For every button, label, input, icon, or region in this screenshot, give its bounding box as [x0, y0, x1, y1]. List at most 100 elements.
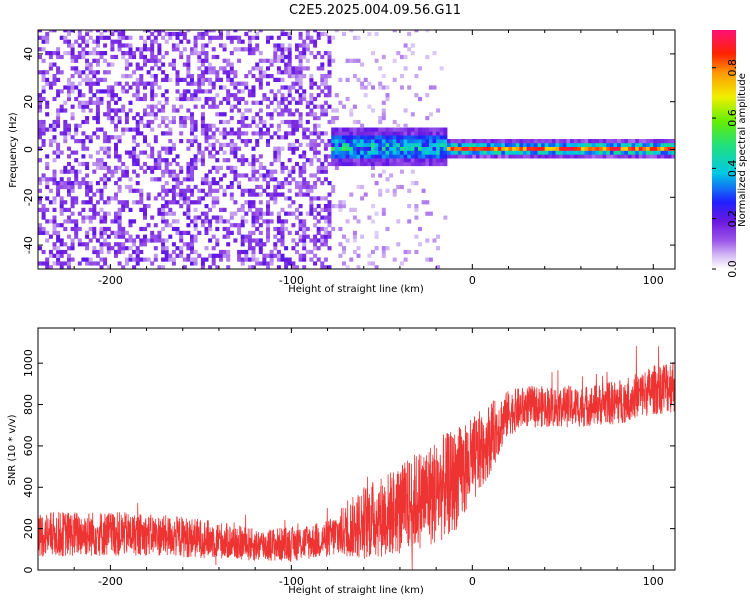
- spectrogram-cell: [609, 142, 614, 147]
- spectrogram-cell: [497, 146, 502, 151]
- spectrogram-cell: [92, 51, 97, 56]
- spectrogram-cell: [255, 139, 260, 144]
- spectrogram-cell: [135, 158, 140, 163]
- spectrogram-cell: [92, 230, 97, 235]
- spectrogram-cell: [59, 89, 64, 94]
- spectrogram-cell: [642, 146, 647, 151]
- spectrogram-cell: [309, 131, 314, 136]
- spectrogram-cell: [656, 146, 661, 151]
- spectrogram-cell: [161, 131, 166, 136]
- spectrogram-cell: [204, 70, 209, 75]
- spectrogram-cell: [316, 257, 321, 262]
- spectrogram-cell: [135, 173, 140, 178]
- spectrogram-cell: [233, 131, 238, 136]
- spectrogram-cell: [280, 223, 285, 228]
- spectrogram-cell: [305, 181, 310, 186]
- spectrogram-cell: [472, 154, 477, 159]
- spectrogram-cell: [175, 70, 180, 75]
- spectrogram-cell: [164, 238, 169, 243]
- spectrogram-cell: [67, 161, 71, 167]
- spectrogram-cell: [432, 146, 437, 151]
- spectrogram-cell: [215, 112, 220, 117]
- spectrogram-cell: [59, 196, 64, 201]
- spectrogram-cell: [211, 200, 216, 205]
- spectrogram-cell: [298, 100, 303, 105]
- spectrogram-cell: [124, 238, 129, 243]
- spectrogram-cell: [135, 200, 140, 205]
- spectrogram-cell: [494, 139, 498, 144]
- spectrogram-cell: [399, 146, 404, 151]
- spectrogram-cell: [161, 158, 166, 163]
- spectrogram-cell: [110, 135, 115, 140]
- spectrogram-cell: [570, 154, 574, 159]
- spectrogram-cell: [208, 142, 213, 147]
- spectrogram-cell: [338, 131, 343, 136]
- spectrogram-cell: [143, 150, 147, 155]
- spectrogram-cell: [219, 43, 223, 48]
- spectrogram-cell: [56, 77, 61, 82]
- spectrogram-cell: [396, 131, 401, 136]
- spectrogram-cell: [103, 181, 108, 186]
- spectrogram-cell: [352, 249, 357, 255]
- spectrogram-cell: [566, 150, 571, 155]
- spectrogram-cell: [494, 142, 498, 147]
- spectrogram-cell: [570, 142, 574, 147]
- spectrogram-cell: [229, 93, 234, 98]
- spectrogram-cell: [56, 146, 61, 151]
- spectrogram-cell: [620, 142, 625, 147]
- spectrogram-cell: [103, 139, 108, 144]
- spectrogram-cell: [182, 188, 187, 193]
- spectrogram-cell: [251, 85, 256, 90]
- spectrogram-cell: [305, 30, 310, 33]
- spectrogram-cell: [157, 66, 162, 71]
- spectrogram-cell: [258, 116, 263, 121]
- spectrogram-cell: [52, 62, 57, 67]
- spectrogram-cell: [161, 70, 166, 75]
- spectrogram-cell: [584, 139, 589, 144]
- spectrogram-cell: [327, 39, 332, 44]
- spectrogram-cell: [280, 253, 285, 258]
- spectrogram-cell: [378, 158, 383, 163]
- spectrogram-cell: [664, 142, 669, 147]
- spectrogram-cell: [204, 54, 209, 60]
- spectrogram-cell: [313, 123, 318, 128]
- spectrogram-cell: [421, 142, 426, 147]
- spectrogram-cell: [287, 66, 292, 71]
- spectrogram-cell: [327, 74, 332, 79]
- spectrogram-cell: [258, 131, 263, 136]
- spectrogram-cell: [526, 139, 531, 144]
- spectrogram-cell: [182, 177, 187, 182]
- spectrogram-cell: [67, 184, 71, 190]
- spectrogram-cell: [266, 127, 270, 132]
- spectrogram-cell: [139, 192, 144, 197]
- spectrogram-cell: [99, 265, 104, 269]
- spectrogram-cell: [70, 238, 75, 243]
- spectrogram-cell: [323, 230, 328, 235]
- spectrogram-ytick-label: -20: [22, 188, 35, 206]
- spectrogram-cell: [164, 257, 169, 262]
- spectrogram-cell: [352, 104, 357, 109]
- spectrogram-cell: [436, 234, 441, 239]
- spectrogram-cell: [193, 35, 198, 40]
- spectrogram-cell: [544, 154, 549, 159]
- spectrogram-cell: [269, 116, 274, 121]
- spectrogram-cell: [475, 142, 480, 147]
- spectrogram-cell: [457, 150, 462, 155]
- spectrogram-cell: [660, 150, 665, 155]
- spectrogram-cell: [63, 200, 68, 205]
- spectrogram-cell: [454, 150, 459, 155]
- spectrogram-cell: [247, 30, 252, 33]
- spectrogram-cell: [302, 265, 307, 269]
- spectrogram-cell: [338, 77, 343, 82]
- spectrogram-cell: [280, 51, 285, 56]
- spectrogram-cell: [110, 62, 115, 67]
- spectrogram-cell: [295, 70, 299, 75]
- spectrogram-cell: [515, 154, 520, 159]
- spectrogram-cell: [237, 100, 242, 105]
- spectrogram-cell: [38, 261, 42, 266]
- spectrogram-cell: [63, 226, 68, 232]
- spectrogram-cell: [418, 139, 422, 144]
- spectrogram-cell: [128, 85, 133, 90]
- spectrogram-cell: [562, 139, 567, 144]
- spectrogram-cell: [352, 215, 357, 220]
